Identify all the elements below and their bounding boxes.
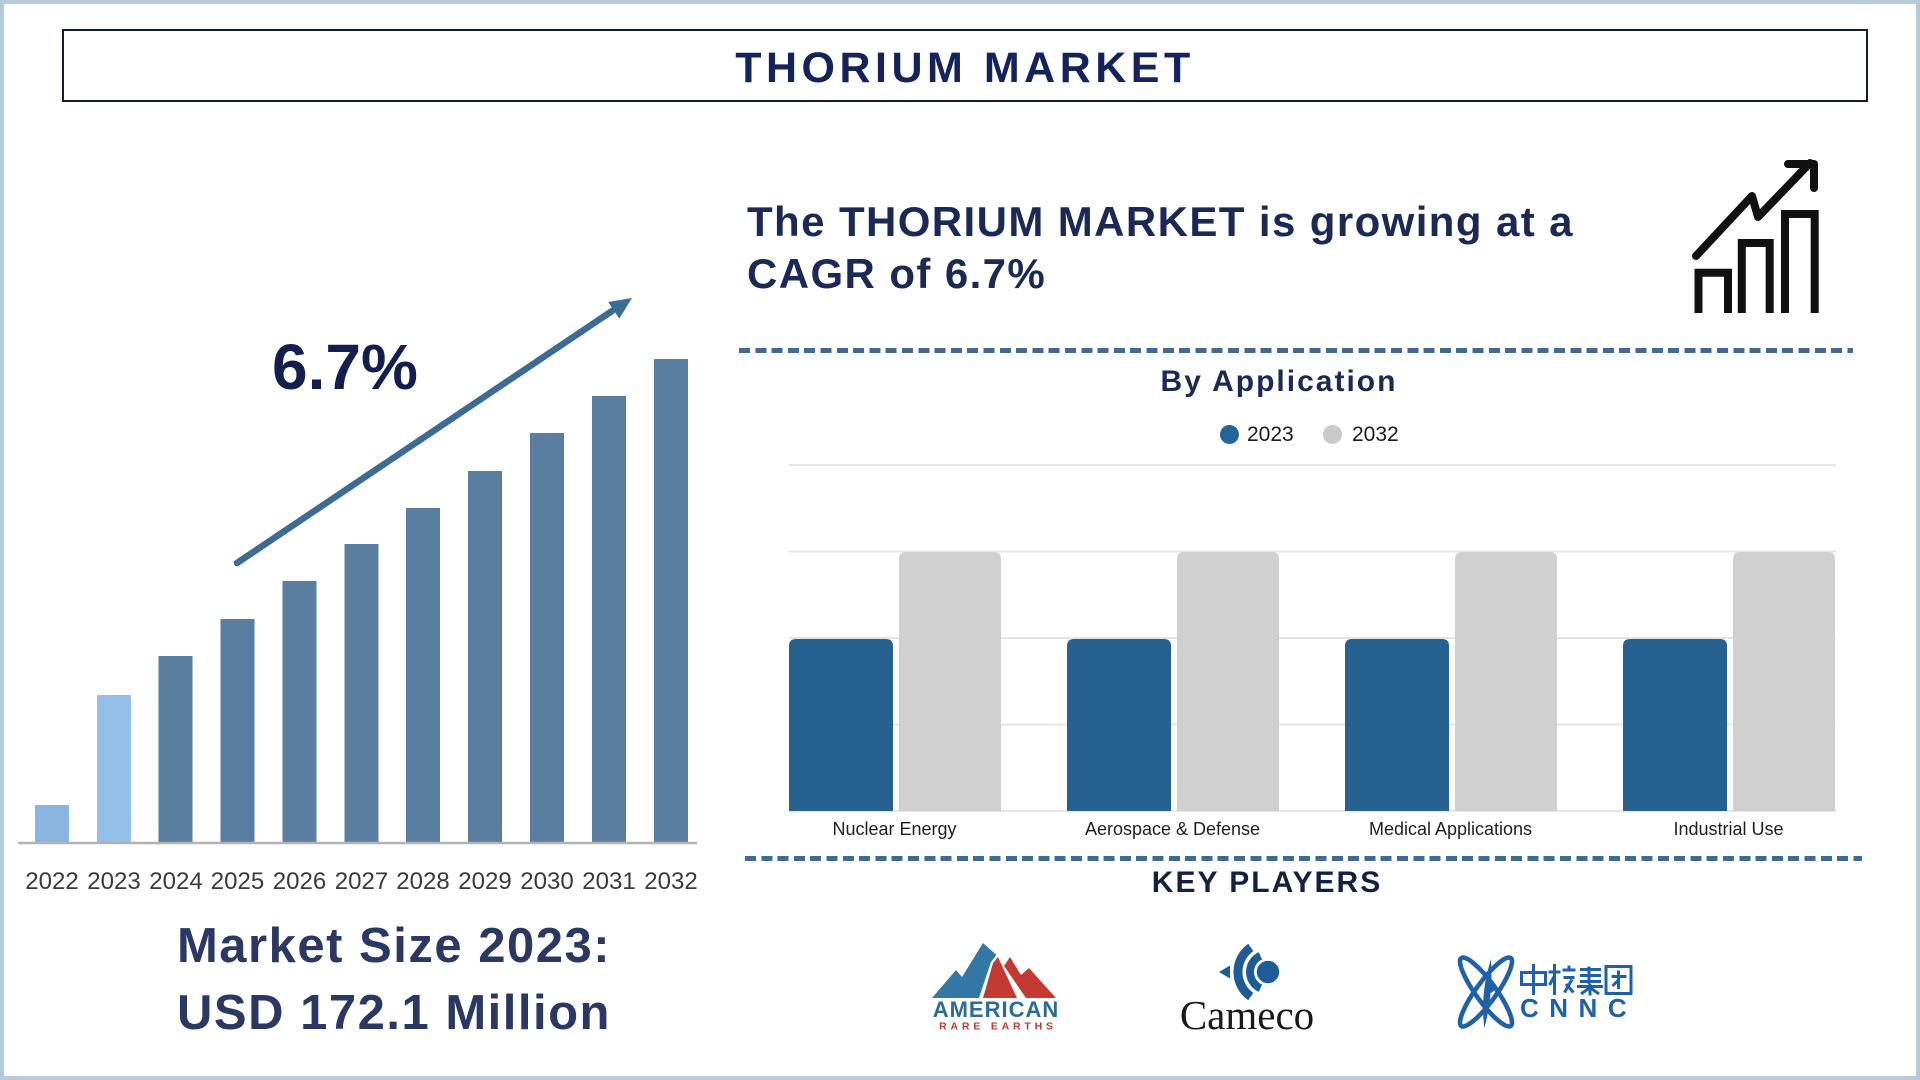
svg-text:Cameco: Cameco xyxy=(1180,992,1314,1038)
svg-text:2029: 2029 xyxy=(458,868,511,895)
svg-text:2023: 2023 xyxy=(87,868,140,895)
svg-text:2025: 2025 xyxy=(211,868,264,895)
svg-text:2027: 2027 xyxy=(335,868,388,895)
svg-text:CNNC: CNNC xyxy=(1520,993,1637,1023)
svg-text:RARE EARTHS: RARE EARTHS xyxy=(939,1021,1057,1033)
svg-text:2028: 2028 xyxy=(396,868,449,895)
svg-text:AMERICAN: AMERICAN xyxy=(933,997,1060,1022)
svg-text:2031: 2031 xyxy=(582,868,635,895)
svg-text:2026: 2026 xyxy=(273,868,326,895)
svg-text:2032: 2032 xyxy=(644,868,697,895)
svg-text:2024: 2024 xyxy=(149,868,202,895)
svg-text:2022: 2022 xyxy=(25,868,78,895)
svg-text:2030: 2030 xyxy=(520,868,573,895)
